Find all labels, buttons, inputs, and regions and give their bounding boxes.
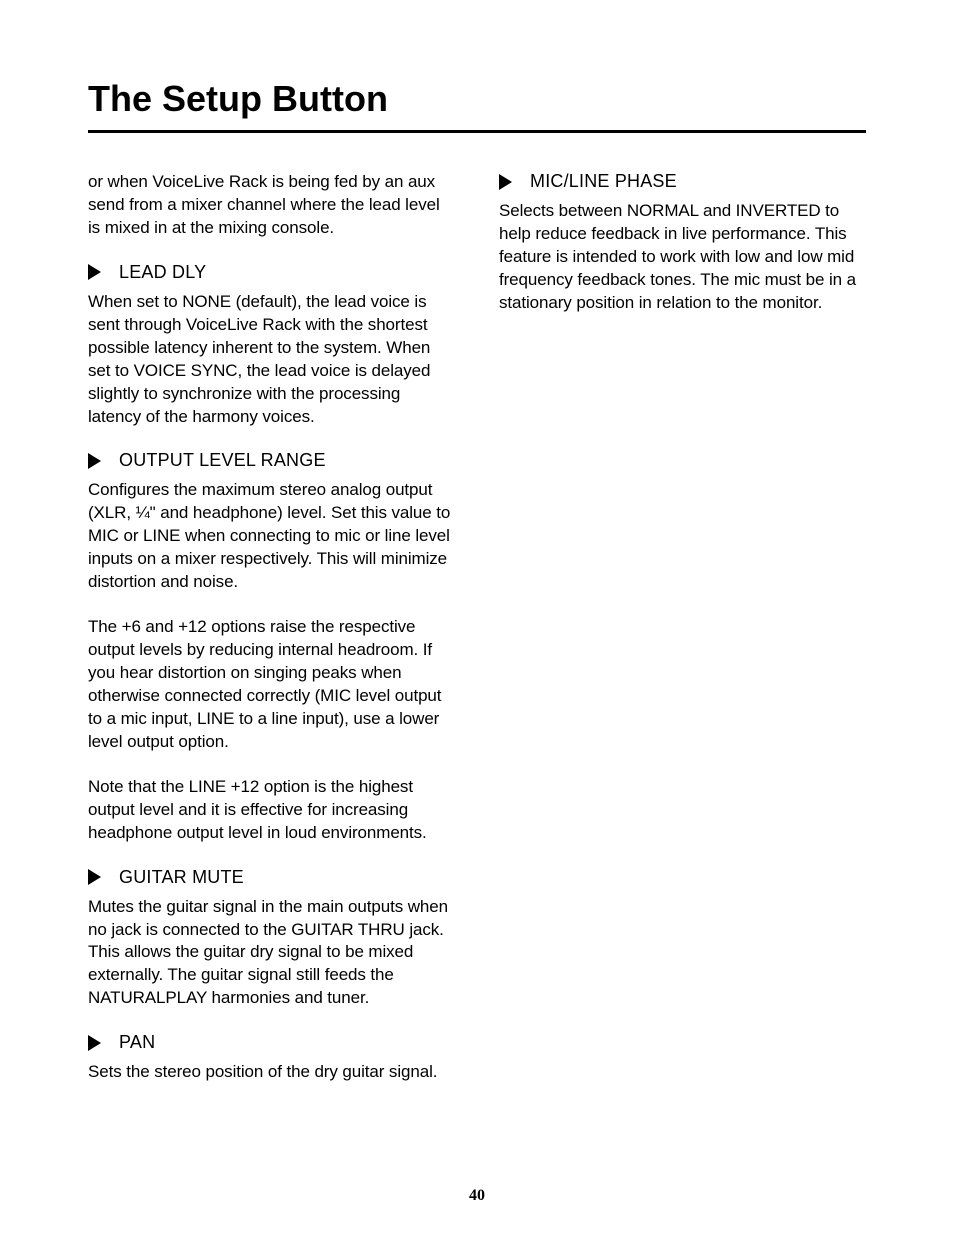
triangle-icon [88, 1035, 101, 1051]
content-columns: or when VoiceLive Rack is being fed by a… [88, 171, 866, 1106]
section-heading-pan: PAN [88, 1032, 455, 1053]
section-label: OUTPUT LEVEL RANGE [119, 450, 326, 471]
page-title: The Setup Button [88, 78, 866, 133]
triangle-icon [88, 869, 101, 885]
triangle-icon [88, 264, 101, 280]
page: The Setup Button or when VoiceLive Rack … [0, 0, 954, 1106]
section-label: LEAD DLY [119, 262, 206, 283]
triangle-icon [499, 174, 512, 190]
body-paragraph: Selects between NORMAL and INVERTED to h… [499, 200, 866, 315]
intro-paragraph: or when VoiceLive Rack is being fed by a… [88, 171, 455, 240]
triangle-icon [88, 453, 101, 469]
section-label: MIC/LINE PHASE [530, 171, 677, 192]
section-heading-guitar-mute: GUITAR MUTE [88, 867, 455, 888]
section-label: GUITAR MUTE [119, 867, 244, 888]
body-paragraph: The +6 and +12 options raise the respect… [88, 616, 455, 754]
section-heading-output-level-range: OUTPUT LEVEL RANGE [88, 450, 455, 471]
page-number: 40 [0, 1187, 954, 1205]
body-paragraph: Note that the LINE +12 option is the hig… [88, 776, 455, 845]
left-column: or when VoiceLive Rack is being fed by a… [88, 171, 455, 1106]
section-heading-mic-line-phase: MIC/LINE PHASE [499, 171, 866, 192]
right-column: MIC/LINE PHASE Selects between NORMAL an… [499, 171, 866, 1106]
body-paragraph: Sets the stereo position of the dry guit… [88, 1061, 455, 1084]
section-heading-lead-dly: LEAD DLY [88, 262, 455, 283]
section-label: PAN [119, 1032, 155, 1053]
body-paragraph: When set to NONE (default), the lead voi… [88, 291, 455, 429]
body-paragraph: Configures the maximum stereo analog out… [88, 479, 455, 594]
body-paragraph: Mutes the guitar signal in the main outp… [88, 896, 455, 1011]
